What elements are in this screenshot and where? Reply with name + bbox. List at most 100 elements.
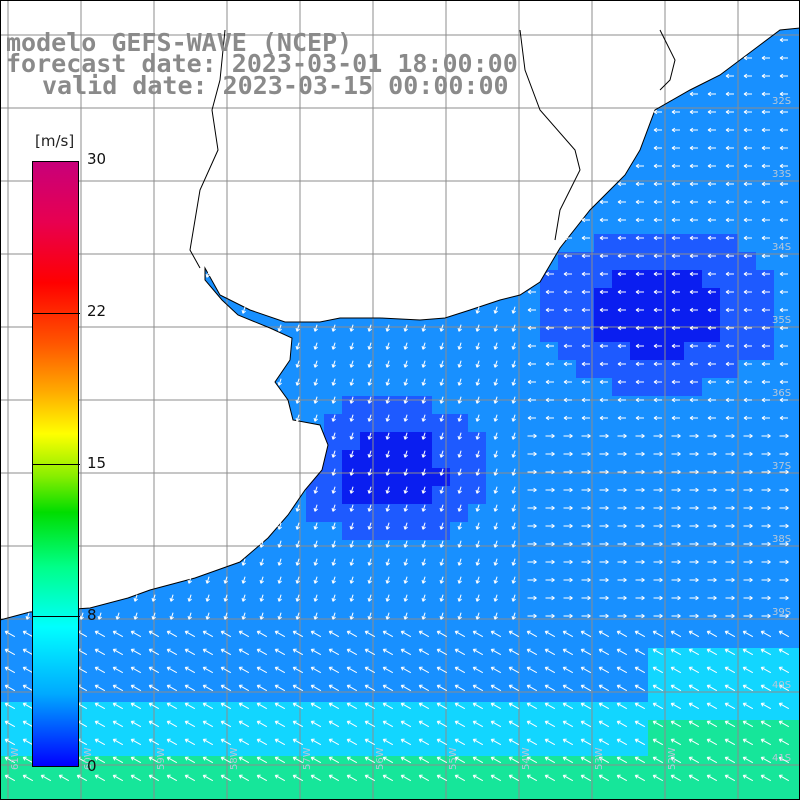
wind-cell <box>234 630 252 648</box>
wind-cell <box>576 648 594 666</box>
wind-arrow <box>545 397 554 403</box>
wind-cell <box>666 666 684 684</box>
wind-cell <box>540 360 558 378</box>
wind-arrow <box>761 451 771 457</box>
wind-cell <box>198 774 216 792</box>
wind-arrow <box>493 594 498 602</box>
wind-cell <box>792 522 800 540</box>
wind-arrow <box>346 666 358 674</box>
wind-arrow <box>367 414 372 422</box>
wind-cell <box>756 684 774 702</box>
wind-cell <box>558 540 576 558</box>
wind-arrow <box>652 756 664 764</box>
wind-arrow <box>761 343 770 349</box>
lat-label: 40S <box>772 680 791 691</box>
wind-cell <box>720 594 738 612</box>
wind-cell <box>270 630 288 648</box>
wind-arrow <box>527 343 536 349</box>
wind-arrow <box>545 325 554 331</box>
wind-arrow <box>256 630 268 638</box>
wind-arrow <box>310 774 322 782</box>
wind-cell <box>270 702 288 720</box>
wind-arrow <box>421 450 426 458</box>
wind-arrow <box>742 720 754 728</box>
wind-cell <box>684 342 702 360</box>
wind-arrow <box>94 720 106 728</box>
wind-cell <box>792 342 800 360</box>
wind-cell <box>414 774 432 792</box>
wind-arrow <box>493 432 498 440</box>
wind-arrow <box>617 505 627 511</box>
wind-cell <box>486 576 504 594</box>
wind-arrow <box>4 684 16 692</box>
wind-arrow <box>779 595 789 601</box>
wind-arrow <box>58 774 70 782</box>
wind-arrow <box>545 613 555 619</box>
wind-arrow <box>671 109 680 115</box>
wind-arrow <box>725 343 734 349</box>
wind-arrow <box>220 756 232 764</box>
wind-arrow <box>671 433 681 439</box>
wind-arrow <box>725 505 735 511</box>
wind-cell <box>684 252 702 270</box>
wind-cell <box>414 414 432 432</box>
wind-cell <box>756 432 774 450</box>
wind-arrow <box>277 558 282 566</box>
wind-cell <box>522 378 540 396</box>
wind-arrow <box>706 720 718 728</box>
wind-arrow <box>563 235 572 241</box>
wind-cell <box>738 396 756 414</box>
wind-cell <box>180 774 198 792</box>
wind-cell <box>378 540 396 558</box>
wind-arrow <box>635 559 645 565</box>
wind-arrow <box>112 684 124 692</box>
wind-cell <box>360 360 378 378</box>
wind-cell <box>648 288 666 306</box>
wind-arrow <box>130 720 142 728</box>
lon-label: 55W <box>448 747 459 770</box>
wind-arrow <box>328 630 340 638</box>
wind-arrow <box>778 684 790 692</box>
wind-cell <box>666 648 684 666</box>
wind-arrow <box>277 540 282 548</box>
wind-arrow <box>617 253 626 259</box>
wind-arrow <box>706 648 718 656</box>
wind-arrow <box>635 505 645 511</box>
wind-arrow <box>706 684 718 692</box>
wind-cell <box>576 576 594 594</box>
wind-cell <box>540 486 558 504</box>
wind-arrow <box>439 378 444 386</box>
wind-arrow <box>133 612 138 620</box>
wind-cell <box>648 432 666 450</box>
wind-cell <box>504 666 522 684</box>
wind-cell <box>414 738 432 756</box>
wind-arrow <box>382 630 394 638</box>
wind-arrow <box>779 55 788 61</box>
wind-arrow <box>367 396 372 404</box>
wind-cell <box>342 648 360 666</box>
wind-cell <box>378 792 396 800</box>
wind-cell <box>540 720 558 738</box>
wind-arrow <box>761 595 771 601</box>
wind-cell <box>702 126 720 144</box>
wind-arrow <box>328 774 340 782</box>
wind-cell <box>630 234 648 252</box>
wind-cell <box>504 684 522 702</box>
wind-arrow <box>295 360 300 368</box>
wind-arrow <box>112 756 124 764</box>
wind-cell <box>666 216 684 234</box>
wind-cell <box>540 702 558 720</box>
wind-cell <box>720 576 738 594</box>
wind-arrow <box>689 397 698 403</box>
wind-cell <box>684 306 702 324</box>
wind-cell <box>0 666 18 684</box>
wind-arrow <box>580 648 592 656</box>
wind-arrow <box>295 540 300 548</box>
wind-arrow <box>421 540 426 548</box>
wind-arrow <box>670 720 682 728</box>
wind-arrow <box>545 433 555 439</box>
wind-cell <box>486 540 504 558</box>
wind-cell <box>432 594 450 612</box>
wind-arrow <box>616 648 628 656</box>
wind-cell <box>18 666 36 684</box>
